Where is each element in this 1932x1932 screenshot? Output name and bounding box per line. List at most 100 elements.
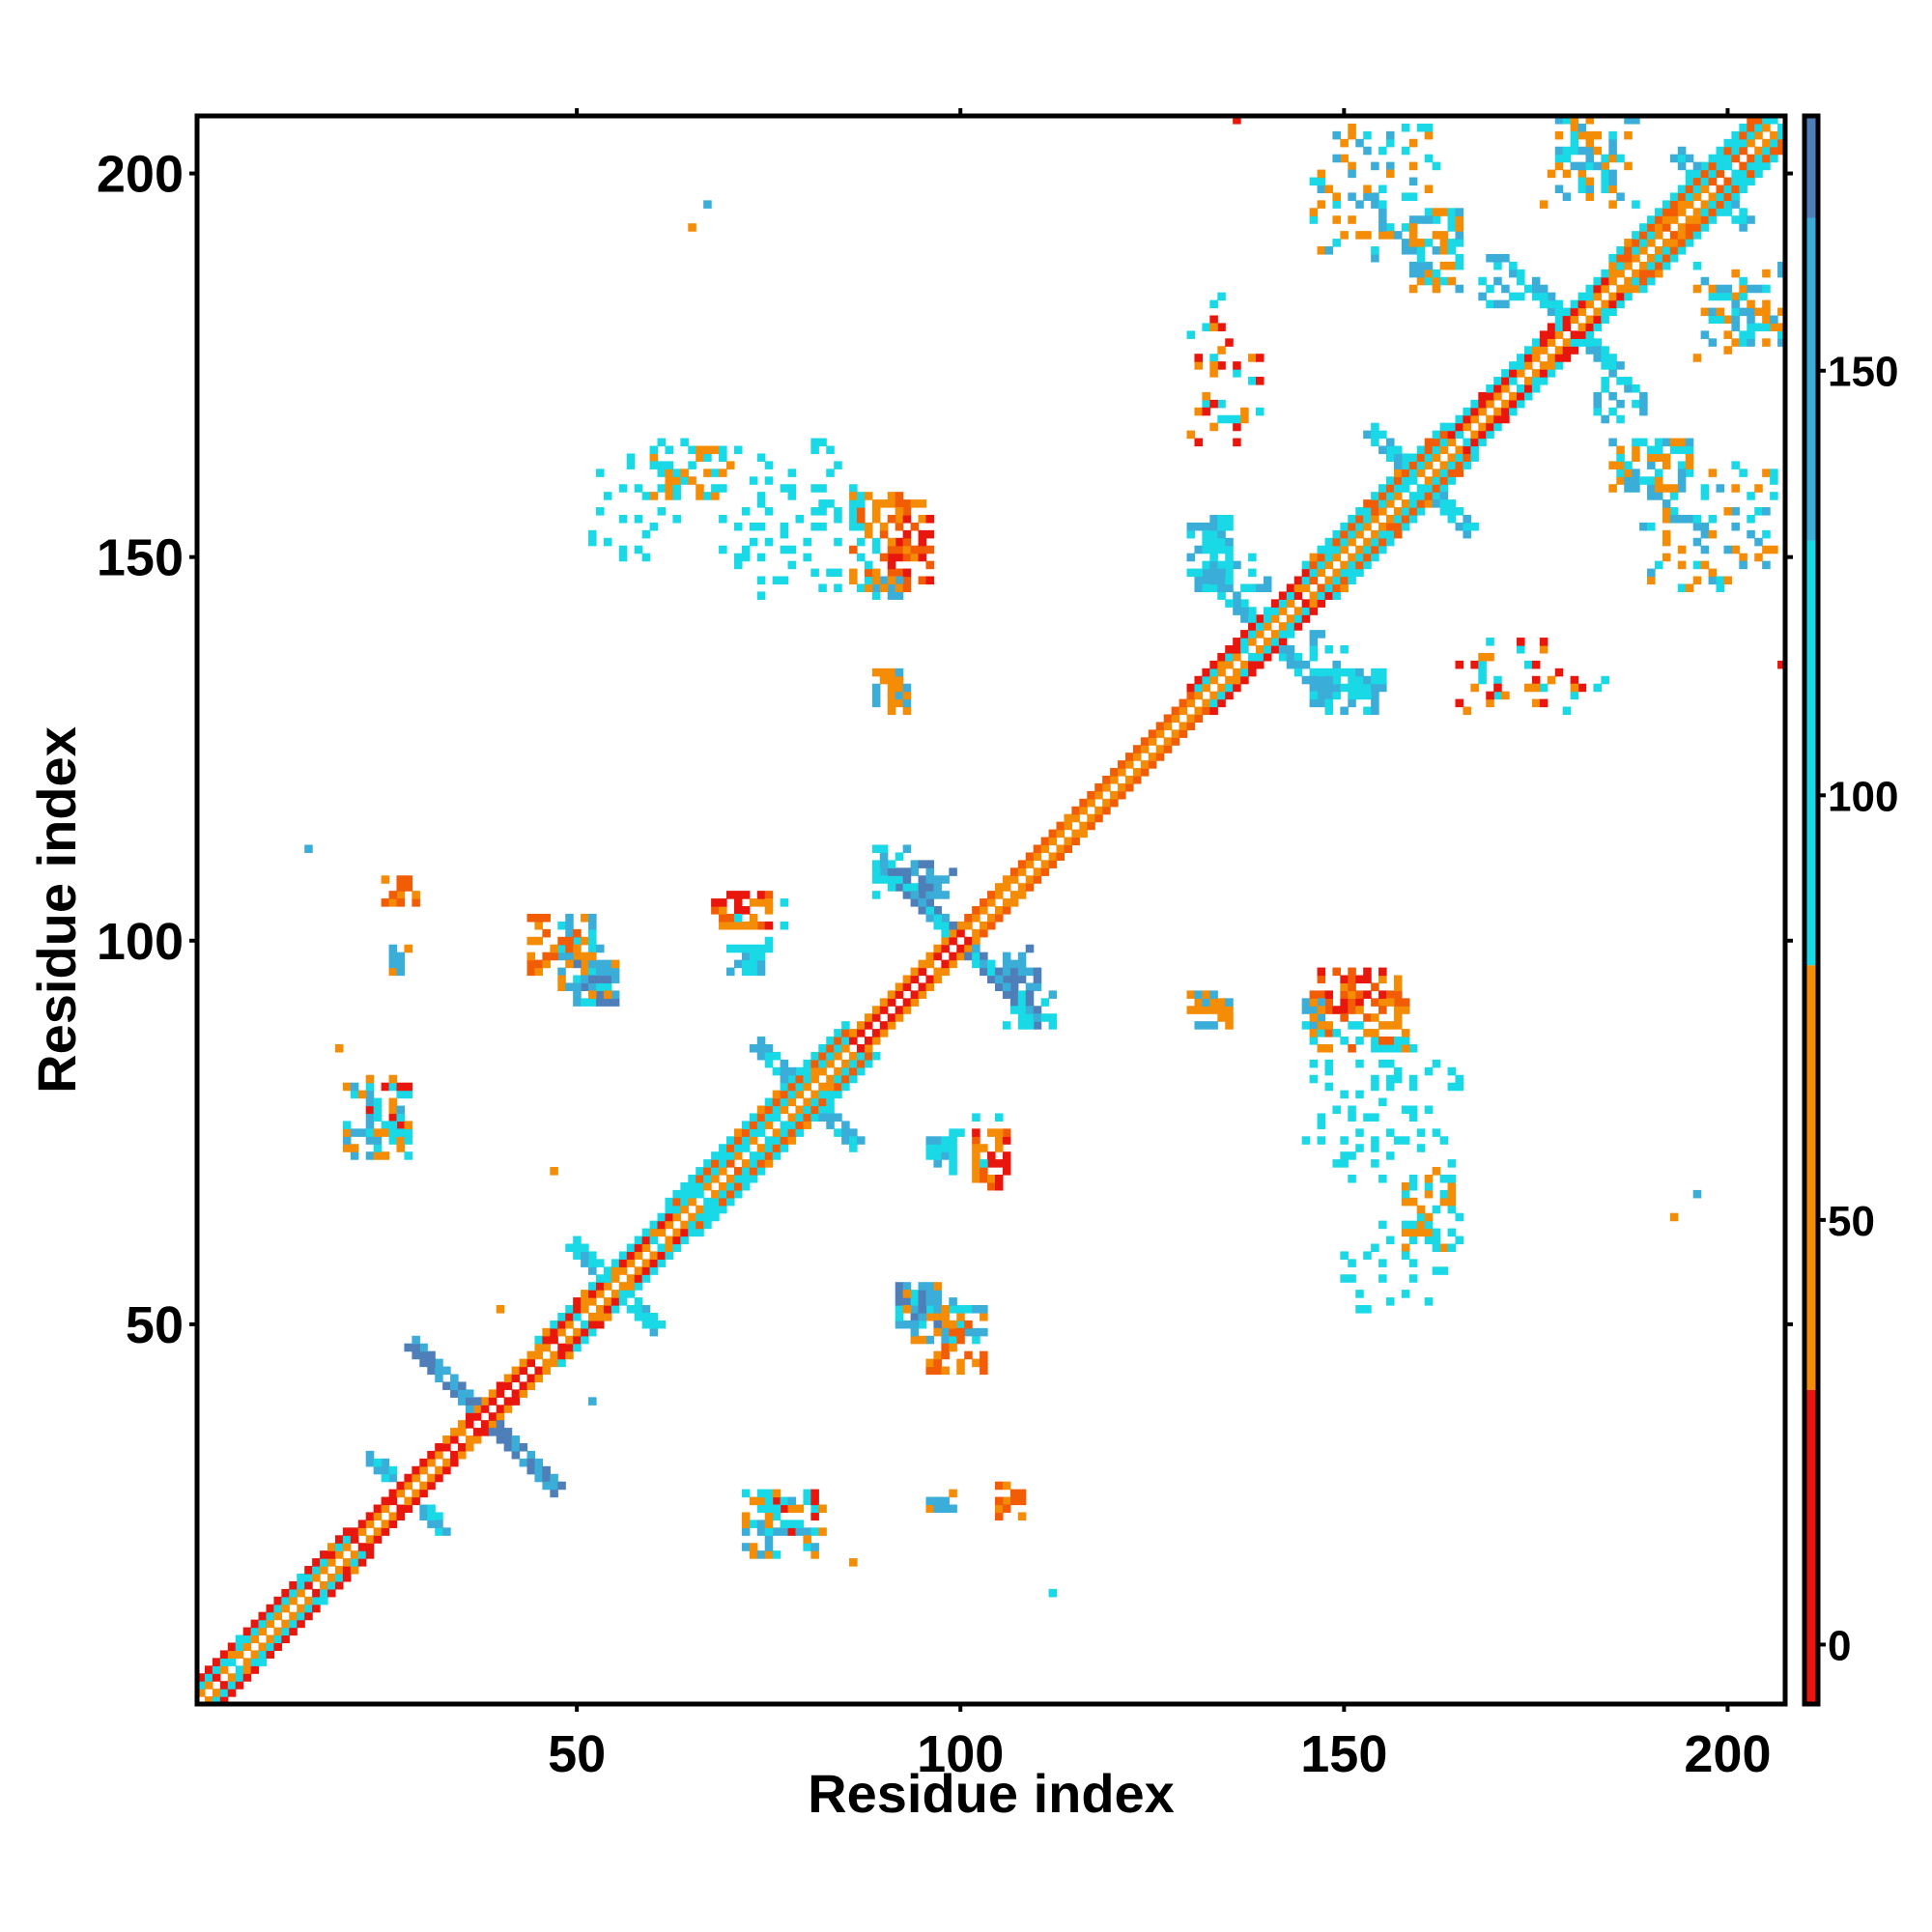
contact-cell [1386,161,1395,171]
contact-cell [1685,445,1694,455]
contact-cell [918,883,927,892]
contact-cell [312,1566,321,1575]
contact-cell [1340,1090,1349,1099]
contact-cell [1248,607,1257,615]
contact-cell [1624,239,1633,247]
contact-cell [1378,522,1387,531]
contact-cell [1209,537,1218,547]
contact-cell [1424,492,1434,500]
contact-cell [1309,553,1319,562]
contact-cell [412,1496,420,1506]
contact-cell [1416,261,1426,270]
contact-cell [933,1350,942,1360]
contact-cell [895,1297,904,1306]
contact-cell [741,545,751,554]
contact-cell [871,537,881,547]
y-tick-label: 100 [97,913,184,971]
contact-cell [902,553,912,562]
contact-cell [450,1458,459,1467]
contact-cell [841,1059,850,1068]
contact-cell [1424,438,1434,447]
contact-cell [1202,990,1210,999]
contact-cell [1363,691,1372,700]
contact-cell [557,1481,566,1491]
contact-cell [1654,484,1663,493]
contact-cell [1762,529,1771,539]
colorbar-tick-label: 100 [1828,773,1898,820]
contact-cell [342,1573,352,1582]
contact-cell [933,1327,942,1337]
contact-cell [1386,438,1395,447]
contact-cell [634,514,643,524]
contact-cell [357,1558,367,1567]
contact-cell [334,1543,344,1551]
contact-cell [1608,169,1617,179]
contact-cell [1455,208,1464,216]
contact-cell [764,1527,774,1536]
contact-cell [373,1527,383,1536]
contact-cell [1363,1113,1372,1122]
contact-cell [887,860,896,868]
contact-cell [1547,338,1556,347]
contact-cell [1632,239,1640,247]
contact-cell [756,1527,766,1536]
contact-cell [1447,469,1457,477]
contact-cell [665,1205,673,1214]
contact-cell [1194,675,1203,685]
contact-cell [1523,346,1533,355]
contact-cell [994,906,1004,915]
contact-cell [1317,1121,1326,1129]
contact-cell [980,898,988,907]
contact-cell [404,1090,412,1099]
contact-cell [1647,568,1656,578]
contact-cell [1240,614,1249,623]
contact-cell [1209,299,1218,309]
contact-cell [1194,706,1203,716]
contact-cell [1562,323,1572,331]
contact-cell [741,1527,751,1536]
contact-cell [1747,492,1755,500]
contact-cell [1447,1243,1457,1253]
contact-cell [1677,154,1687,163]
contact-cell [1416,484,1426,493]
contact-cell [1209,583,1218,592]
contact-cell [895,883,904,892]
contact-cell [1547,354,1556,362]
contact-cell [1447,1082,1457,1092]
contact-cell [749,537,758,547]
contact-cell [542,1481,551,1491]
contact-cell [1700,161,1710,171]
contact-cell [941,891,950,899]
contact-cell [1371,529,1379,539]
contact-cell [895,1282,904,1291]
contact-cell [1186,683,1196,693]
contact-cell [749,1159,758,1168]
contact-cell [980,906,988,915]
contact-cell [603,1282,612,1291]
contact-cell [680,1197,689,1207]
contact-cell [902,998,912,1007]
contact-cell [1408,453,1418,462]
contact-cell [1447,246,1457,255]
contact-cell [1708,208,1718,216]
contact-cell [1455,253,1464,263]
contact-cell [949,1136,957,1145]
contact-cell [1723,192,1732,201]
contact-cell [879,529,889,539]
contact-cell [235,1634,244,1644]
contact-cell [1378,1043,1387,1053]
contact-cell [304,1596,313,1605]
contact-cell [1754,169,1763,179]
contact-cell [1194,361,1203,370]
contact-cell [887,675,896,685]
contact-cell [1217,529,1226,539]
contact-cell [810,1489,819,1498]
contact-cell [581,1243,589,1253]
contact-cell [1324,668,1334,677]
contact-cell [1040,1013,1050,1022]
contact-cell [834,1082,842,1092]
contact-cell [741,1543,751,1551]
contact-cell [219,1681,229,1690]
contact-cell [1163,714,1173,724]
contact-cell [304,1604,313,1613]
